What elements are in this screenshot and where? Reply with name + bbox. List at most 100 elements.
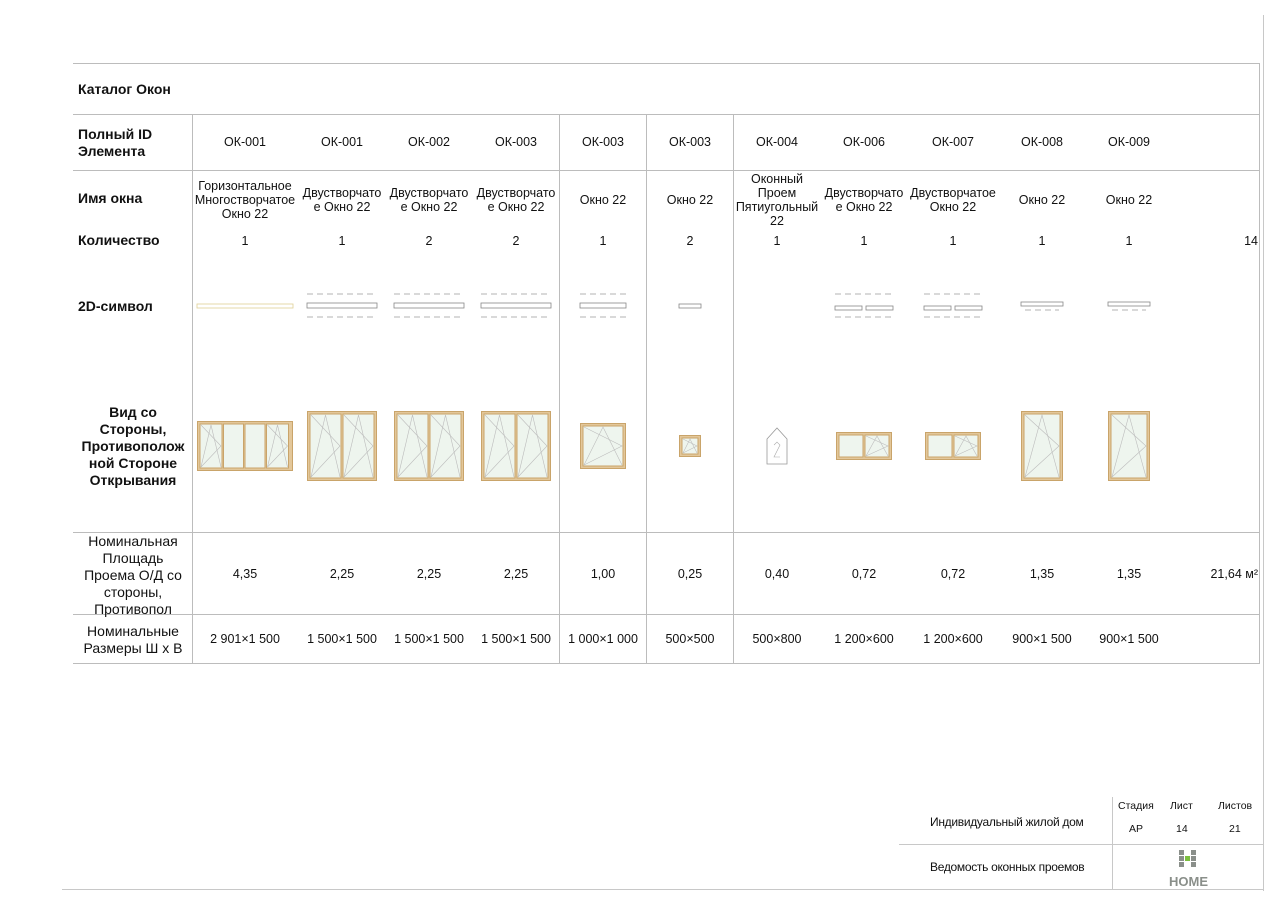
titleblock-divider (1112, 797, 1113, 890)
window-elevation-quad (197, 421, 293, 471)
window-qty: 1 (949, 234, 957, 248)
window-2d-symbol-narrow (1020, 301, 1064, 311)
table-bottom-border (73, 663, 1260, 664)
window-area: 2,25 (329, 567, 355, 581)
sheet-value: 14 (1176, 823, 1188, 835)
window-name: Двустворчато е Окно 22 (824, 186, 904, 214)
window-name: Окно 22 (666, 193, 714, 207)
window-2d-symbol-multi (196, 303, 294, 309)
row-label-2d-symbol: 2D-символ (78, 298, 153, 314)
window-size: 900×1 500 (1012, 632, 1072, 646)
window-2d-symbol-split (834, 293, 894, 318)
window-area: 0,72 (940, 567, 966, 581)
window-2d-symbol-double (306, 293, 378, 318)
window-size: 500×500 (665, 632, 715, 646)
row-divider (73, 532, 1260, 533)
window-qty: 1 (773, 234, 781, 248)
window-id: ОК-002 (407, 135, 451, 149)
window-qty: 2 (686, 234, 694, 248)
row-divider (73, 114, 1260, 115)
row-label-side-view: Вид со Стороны, Противополож ной Стороне… (81, 404, 185, 488)
window-qty: 1 (1125, 234, 1133, 248)
window-id: ОК-006 (842, 135, 886, 149)
stage-value: АР (1129, 823, 1144, 835)
sheets-value: 21 (1229, 823, 1241, 835)
window-id: ОК-009 (1107, 135, 1151, 149)
window-name: Окно 22 (1105, 193, 1153, 207)
table-top-border (73, 63, 1260, 64)
window-qty: 2 (512, 234, 520, 248)
window-2d-symbol-tiny (678, 303, 702, 309)
window-elevation-tall (1108, 411, 1150, 481)
total-qty: 14 (1244, 234, 1258, 248)
window-qty: 2 (425, 234, 433, 248)
window-elevation-pentagon (766, 427, 788, 465)
table-right-border (1259, 63, 1260, 664)
window-id: ОК-003 (668, 135, 712, 149)
window-qty: 1 (599, 234, 607, 248)
window-elevation-square (580, 423, 626, 469)
row-divider (73, 170, 1260, 171)
window-id: ОК-008 (1020, 135, 1064, 149)
total-area: 21,64 м² (1210, 567, 1258, 581)
window-name: Окно 22 (579, 193, 627, 207)
window-elevation-small (679, 435, 701, 457)
col-divider (192, 114, 193, 664)
window-qty: 1 (1038, 234, 1046, 248)
window-name: Двустворчато е Окно 22 (476, 186, 556, 214)
window-elevation-double (481, 411, 551, 481)
window-area: 0,72 (851, 567, 877, 581)
window-size: 1 500×1 500 (481, 632, 551, 646)
window-2d-symbol-narrow (1107, 301, 1151, 311)
home-logo (1178, 849, 1200, 875)
col-divider (559, 114, 560, 664)
row-label-size: Номинальные Размеры Ш х В (83, 623, 183, 656)
sheet-label: Лист (1170, 800, 1193, 812)
stage-label: Стадия (1118, 800, 1154, 812)
row-label-area: Номинальная Площадь Проема О/Д со сторон… (84, 533, 182, 617)
window-area: 1,35 (1116, 567, 1142, 581)
sheet-frame-bottom (62, 889, 1264, 890)
window-id: ОК-001 (320, 135, 364, 149)
window-size: 500×800 (752, 632, 802, 646)
row-divider (73, 614, 1260, 615)
window-area: 4,35 (232, 567, 258, 581)
window-size: 1 500×1 500 (307, 632, 377, 646)
window-qty: 1 (241, 234, 249, 248)
window-elevation-double (394, 411, 464, 481)
window-elevation-wide-low (925, 432, 981, 460)
home-logo-mark (1179, 850, 1196, 867)
window-area: 2,25 (503, 567, 529, 581)
home-logo-text: HOME (1169, 874, 1208, 889)
window-size: 900×1 500 (1099, 632, 1159, 646)
window-size: 1 200×600 (923, 632, 983, 646)
sheet-frame-right (1263, 15, 1264, 891)
window-2d-symbol-double (480, 293, 552, 318)
window-name: Горизонтальное Многостворчатое Окно 22 (194, 179, 296, 221)
window-size: 1 000×1 000 (568, 632, 638, 646)
col-divider (646, 114, 647, 664)
window-size: 1 500×1 500 (394, 632, 464, 646)
window-name: Двустворчато е Окно 22 (302, 186, 382, 214)
window-size: 1 200×600 (834, 632, 894, 646)
window-area: 0,40 (764, 567, 790, 581)
window-id: ОК-001 (223, 135, 267, 149)
window-2d-symbol-double (393, 293, 465, 318)
project-name: Индивидуальный жилой дом (930, 815, 1084, 829)
window-elevation-wide-low (836, 432, 892, 460)
window-name: Двустворчатое Окно 22 (910, 186, 996, 214)
window-elevation-tall (1021, 411, 1063, 481)
window-name: Оконный Проем Пятиугольный 22 (735, 172, 819, 228)
row-label-name: Имя окна (78, 190, 143, 206)
window-name: Окно 22 (1018, 193, 1066, 207)
window-name: Двустворчато е Окно 22 (389, 186, 469, 214)
titleblock-divider (899, 844, 1264, 845)
window-qty: 1 (338, 234, 346, 248)
col-divider (733, 114, 734, 664)
window-qty: 1 (860, 234, 868, 248)
window-id: ОК-003 (581, 135, 625, 149)
sheets-label: Листов (1218, 800, 1253, 812)
window-area: 1,35 (1029, 567, 1055, 581)
window-2d-symbol-split (923, 293, 983, 318)
window-2d-symbol-single-wide (579, 293, 627, 318)
